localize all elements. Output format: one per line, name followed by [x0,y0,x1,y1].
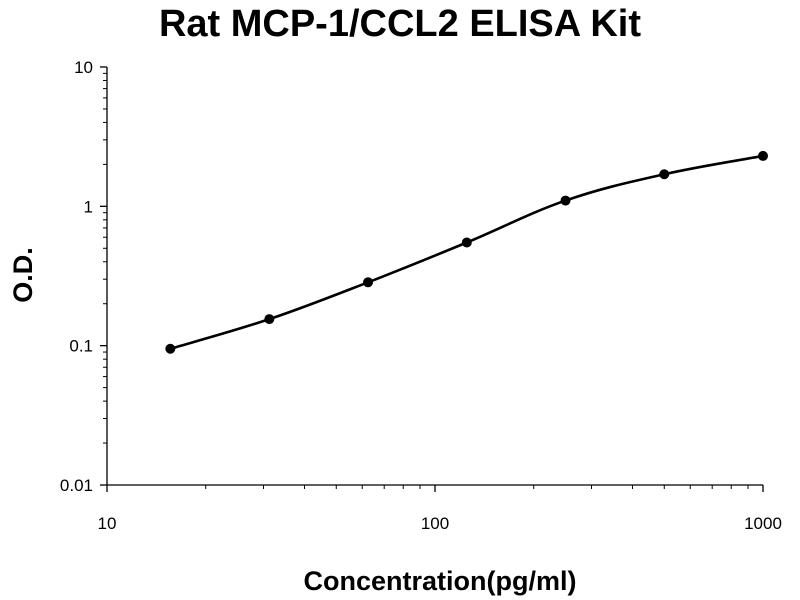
data-points-layer [165,150,768,354]
data-point [461,237,472,248]
x-axis [106,484,764,492]
chart-title: Rat MCP-1/CCL2 ELISA Kit [158,3,642,45]
fitted-curve-layer [169,154,765,351]
x-tick-label: 100 [421,514,449,533]
tick-labels-layer: 0.01 0.1 1 10 10 100 1000 [60,58,782,533]
y-axis [100,66,108,486]
y-tick-label: 0.01 [60,476,93,495]
y-tick-label: 0.1 [69,337,93,356]
x-tick-label: 10 [98,514,117,533]
y-axis-title: O.D. [8,247,38,303]
data-point [264,314,275,325]
x-tick-label: 1000 [744,514,782,533]
y-tick-label: 10 [74,58,93,77]
x-axis-title: Concentration(pg/ml) [304,566,577,596]
data-point [560,195,571,206]
data-point [165,343,176,354]
data-point [659,169,670,180]
fitted-curve [169,154,765,351]
y-tick-label: 1 [84,197,93,216]
data-point [363,277,374,288]
data-point [758,150,768,161]
